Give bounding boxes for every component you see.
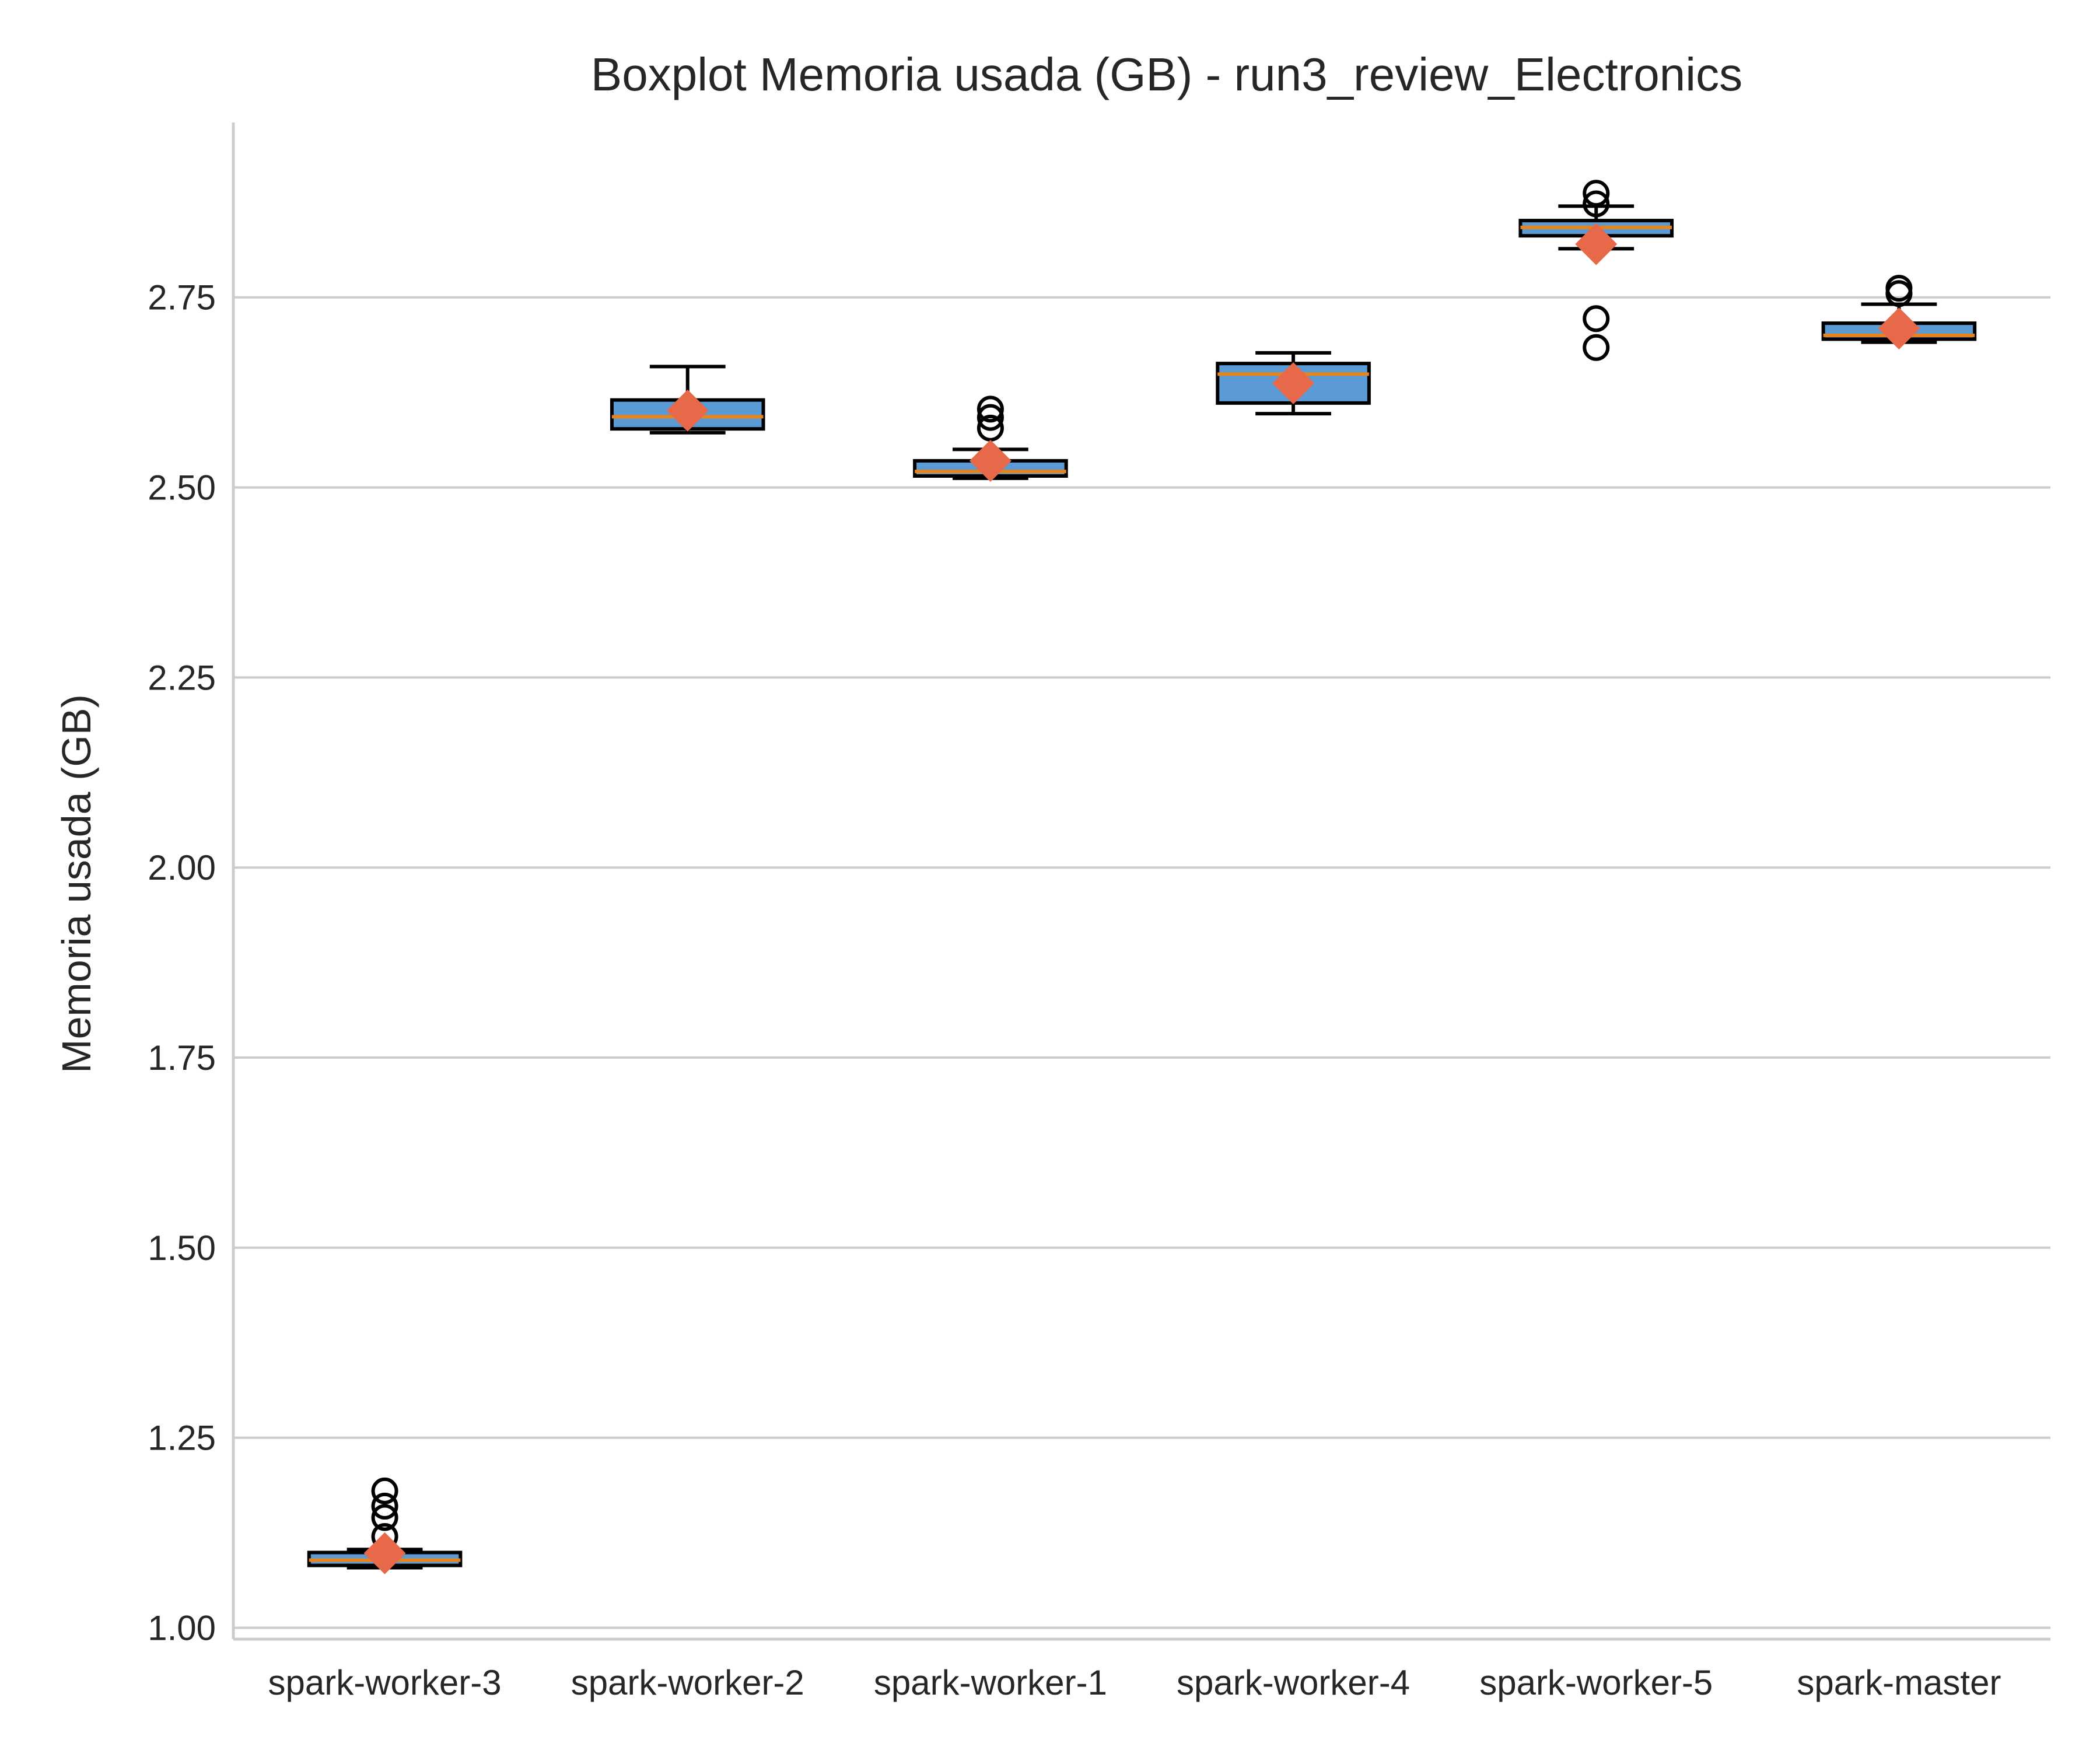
boxes [307,180,1977,1574]
x-tick-label: spark-worker-5 [1479,1663,1713,1702]
axis-spines [232,123,2050,1641]
x-tick-label: spark-worker-2 [571,1663,804,1702]
y-tick-label: 2.50 [148,468,216,508]
box-spark-worker-3 [307,1477,463,1574]
outlier-point [371,1492,398,1520]
outlier-point [1583,180,1610,207]
y-tick-label: 2.75 [148,278,216,317]
outlier-point [371,1477,398,1504]
y-tick-label: 1.25 [148,1419,216,1458]
outlier-point [977,404,1004,431]
mean-marker [666,389,709,432]
mean-marker [1878,307,1920,350]
mean-marker [1272,362,1315,405]
mean-marker [1575,223,1618,265]
x-tick-label: spark-worker-1 [874,1663,1107,1702]
outlier-point [1583,334,1610,361]
y-tick-labels: 1.00 1.25 1.50 1.75 2.00 2.25 2.50 2.75 [148,278,216,1648]
outlier-point [977,414,1004,442]
x-tick-label: spark-master [1797,1663,2001,1702]
y-tick-label: 1.50 [148,1228,216,1268]
box-spark-worker-5 [1518,180,1674,361]
mean-marker [969,439,1012,482]
gridlines [233,296,2050,1629]
box-spark-master [1821,275,1977,350]
box-spark-worker-2 [610,365,765,435]
outlier-point [1885,275,1913,302]
y-tick-label: 1.75 [148,1038,216,1077]
x-tick-label: spark-worker-4 [1177,1663,1410,1702]
y-tick-label: 2.00 [148,848,216,887]
chart-title: Boxplot Memoria usada (GB) - run3_review… [591,48,1742,100]
y-axis-label: Memoria usada (GB) [54,694,99,1073]
outlier-point [1583,190,1610,218]
outlier-point [371,1504,398,1531]
mean-marker [363,1532,406,1574]
y-tick-label: 2.25 [148,658,216,697]
outlier-point [1885,280,1913,307]
box-spark-worker-4 [1216,351,1371,416]
box-spark-worker-1 [913,396,1068,482]
x-tick-label: spark-worker-3 [268,1663,502,1702]
outlier-point [1583,305,1610,332]
outlier-point [977,396,1004,423]
x-tick-labels: spark-worker-3 spark-worker-2 spark-worker… [268,1663,2001,1702]
y-tick-label: 1.00 [148,1608,216,1647]
